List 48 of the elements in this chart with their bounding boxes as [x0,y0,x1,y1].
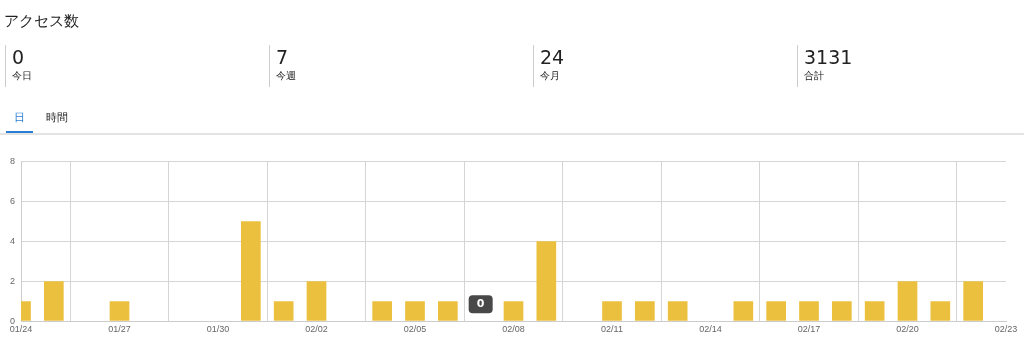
x-tick-label: 01/27 [108,324,131,335]
x-tick-label: 02/20 [896,324,919,335]
bar [536,241,557,321]
bar [831,301,852,321]
bar [733,301,754,321]
bar [437,301,458,321]
bar [405,301,425,321]
bar [766,301,787,321]
y-tick-label: 4 [9,235,16,246]
bar [897,281,918,321]
x-tick-label: 02/11 [601,324,623,335]
y-tick-label: 6 [9,195,16,206]
bar [273,301,294,321]
bar [634,301,655,321]
x-tick-label: 02/02 [305,324,328,335]
bar [503,301,524,321]
bar [109,301,130,321]
bar [864,301,885,321]
text: 24 [540,45,565,69]
bar [799,301,819,321]
x-tick-label: 02/23 [994,324,1018,335]
annotation: 0 [476,297,485,311]
bar [963,281,984,321]
x-tick-label: 02/17 [797,324,821,335]
bar [43,281,64,321]
x-tick-label: 02/14 [699,324,722,335]
bar [602,301,622,321]
x-tick-label: 02/08 [502,324,525,335]
text: 日 [6,110,33,133]
bar [667,301,688,321]
bar [372,301,393,321]
bar [930,301,951,321]
bar [306,281,327,321]
text: 今月 [540,69,561,83]
x-tick-label: 01/24 [9,324,33,335]
bar [240,221,261,321]
text: 3131 [804,45,853,69]
text: 今日 [12,69,32,83]
text: 合計 [804,69,825,83]
text: 7 [276,45,290,69]
text: 時間 [46,110,68,126]
y-tick-label: 8 [9,155,16,166]
y-tick-label: 2 [9,275,16,286]
y-tick-label: 0 [9,315,16,326]
x-tick-label: 01/30 [206,324,230,335]
text: アクセス数 [4,12,79,31]
text: 今週 [276,69,296,83]
x-tick-label: 02/05 [403,324,427,335]
